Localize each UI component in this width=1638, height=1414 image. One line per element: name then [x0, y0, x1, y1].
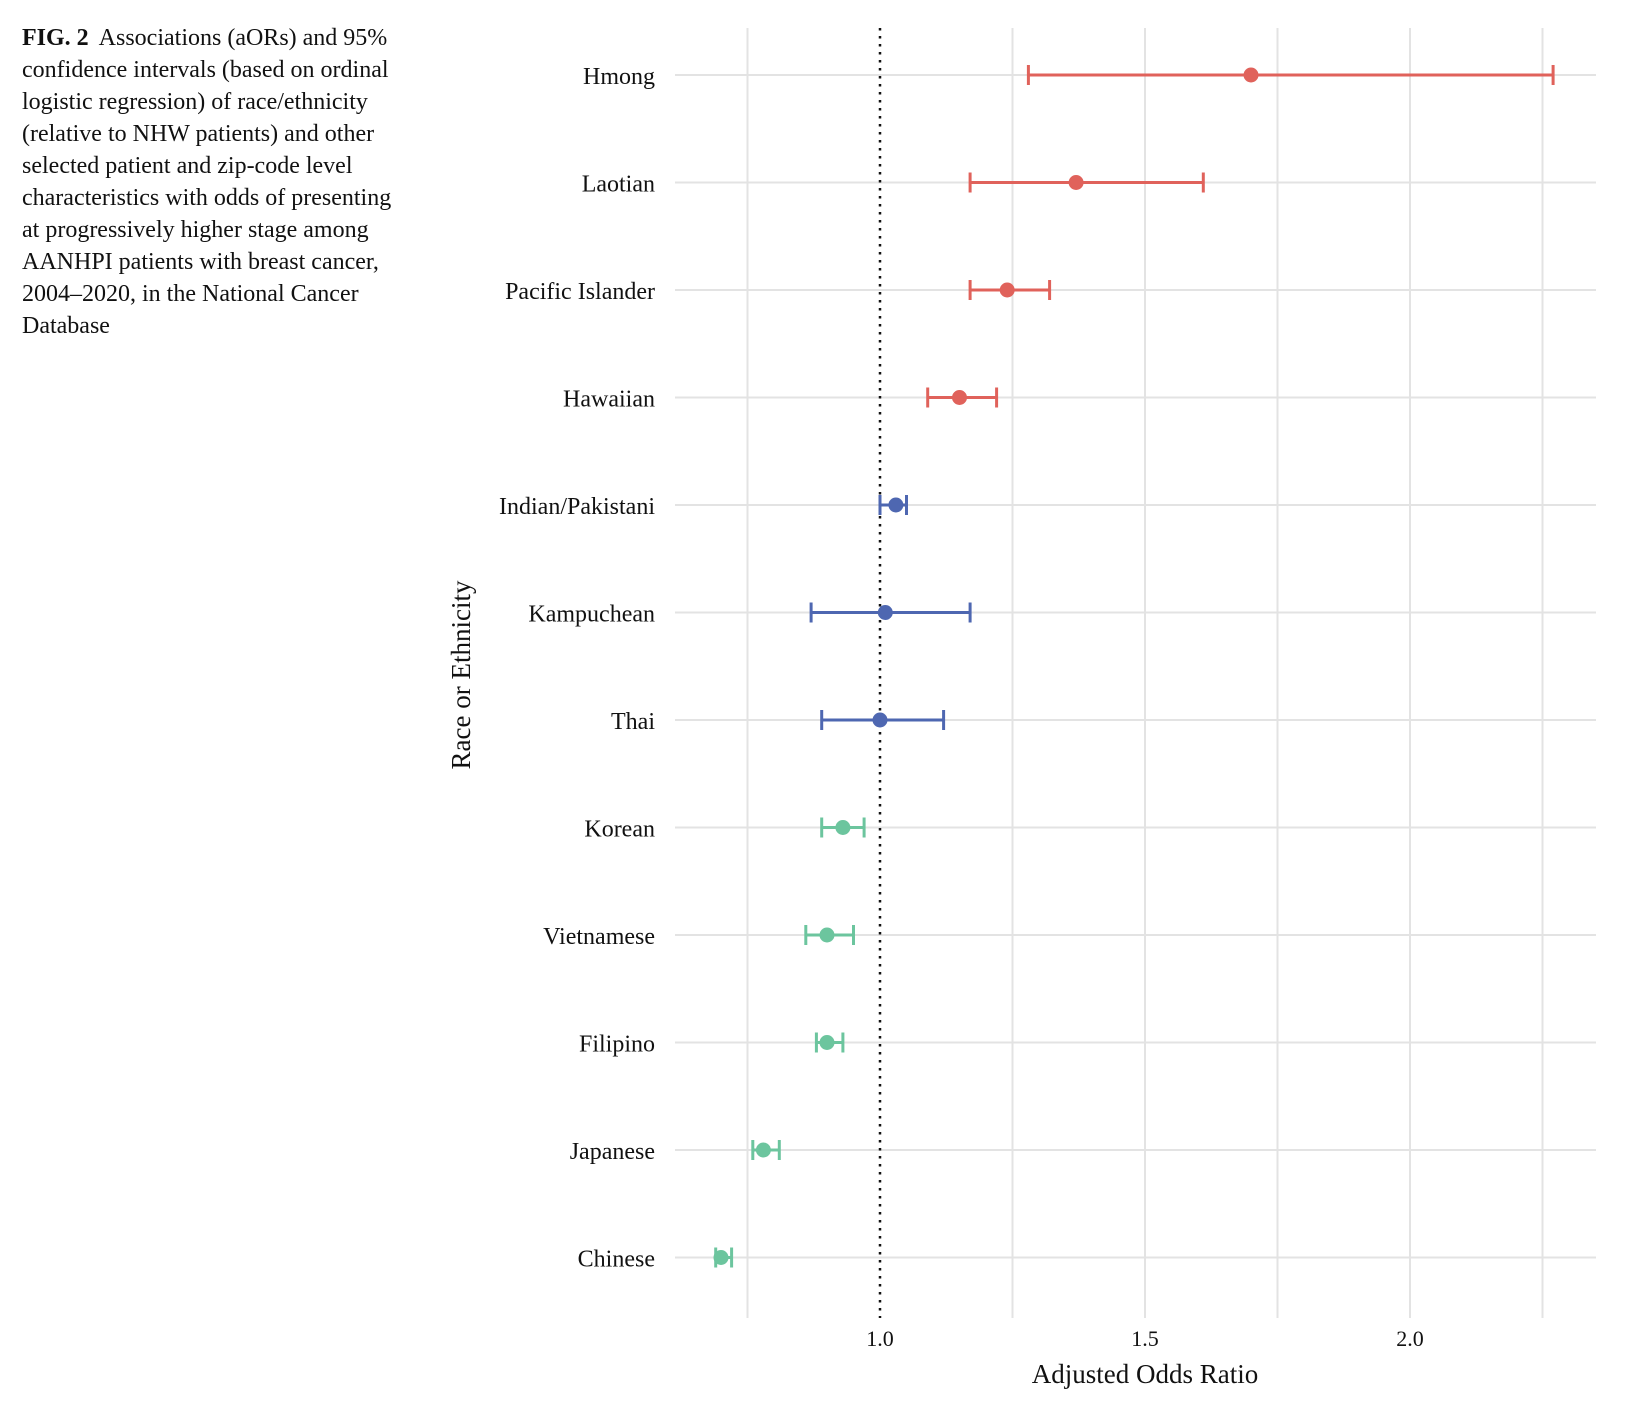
category-label: Vietnamese [543, 924, 655, 950]
ci-hawaiian [926, 387, 999, 408]
category-label: Indian/Pakistani [499, 494, 655, 520]
category-label: Laotian [582, 172, 655, 198]
point-estimate [835, 820, 851, 835]
category-label: Korean [584, 817, 655, 843]
figure-caption: FIG. 2 Associations (aORs) and 95% confid… [22, 22, 392, 342]
category-label: Kampuchean [528, 602, 655, 628]
ci-japanese [751, 1140, 781, 1160]
point-estimate [819, 927, 835, 943]
ci-filipino [814, 1032, 845, 1053]
y-axis-label: Race or Ethnicity [446, 580, 476, 769]
point-estimate [819, 1035, 835, 1050]
confidence-intervals [713, 65, 1555, 1268]
x-tick-labels: 1.0 1.5 2.0 [866, 1326, 1424, 1351]
x-axis-label: Adjusted Odds Ratio [1032, 1359, 1259, 1389]
ci-pacific-islander [968, 280, 1052, 300]
x-tick-label: 1.0 [866, 1326, 894, 1351]
category-labels: Hmong Laotian Pacific Islander Hawaiian Indi… [499, 64, 655, 1273]
point-estimate [877, 605, 893, 620]
point-estimate [952, 390, 967, 405]
point-estimate [1068, 175, 1084, 190]
point-estimate [999, 282, 1015, 298]
ci-korean [820, 817, 866, 838]
ci-indian-pakistani [878, 495, 908, 515]
category-label: Chinese [578, 1247, 655, 1273]
caption-text: Associations (aORs) and 95% confidence i… [22, 25, 392, 339]
figure-label: FIG. 2 [22, 25, 89, 51]
point-estimate [1243, 67, 1259, 83]
category-label: Hmong [583, 64, 655, 90]
ci-thai [820, 710, 946, 730]
point-estimate [872, 712, 888, 728]
ci-vietnamese [804, 925, 855, 945]
point-estimate [713, 1250, 729, 1265]
x-tick-label: 1.5 [1131, 1326, 1159, 1351]
category-label: Filipino [579, 1032, 655, 1058]
point-estimate [888, 497, 904, 513]
ci-kampuchean [809, 602, 972, 623]
x-tick-label: 2.0 [1396, 1326, 1424, 1351]
ci-laotian [968, 172, 1205, 193]
category-label: Thai [611, 709, 655, 735]
gridlines [675, 28, 1596, 1318]
category-label: Pacific Islander [505, 279, 655, 305]
ci-chinese [713, 1247, 734, 1268]
ci-hmong [1026, 65, 1555, 85]
category-label: Hawaiian [563, 387, 655, 413]
category-label: Japanese [570, 1139, 655, 1165]
point-estimate [755, 1142, 771, 1158]
